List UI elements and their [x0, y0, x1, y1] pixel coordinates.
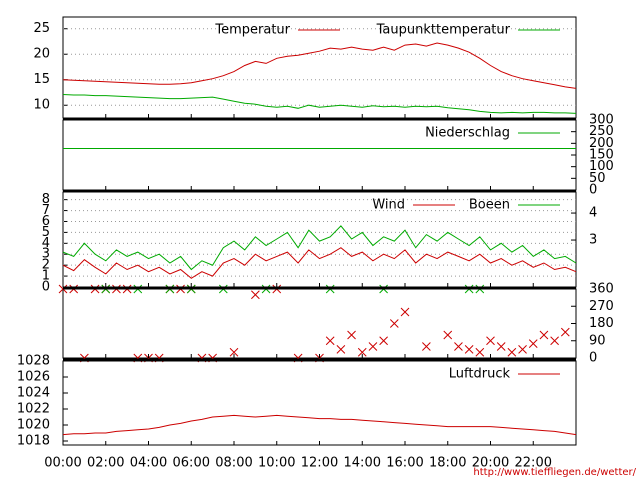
- direction-point: [357, 347, 367, 357]
- y-tick-label: 1: [42, 269, 50, 284]
- y-tick-label: 1022: [17, 402, 50, 417]
- y-tick-label: 20: [33, 47, 50, 62]
- y-tick-label: 3: [42, 247, 50, 262]
- y2-tick-label: 50: [589, 171, 606, 186]
- direction-point: [422, 342, 431, 351]
- direction-point: [486, 336, 495, 346]
- y-tick-label: 15: [33, 72, 50, 87]
- x-tick-label: 12:00: [301, 456, 338, 471]
- legend-label: Taupunkttemperatur: [376, 23, 511, 38]
- series-line: [62, 414, 577, 436]
- legend-label: Wind: [372, 198, 405, 213]
- direction-point: [560, 327, 570, 337]
- x-tick-label: 20:00: [472, 456, 509, 471]
- series-line: [62, 247, 577, 279]
- y-tick-label: 8: [42, 192, 50, 207]
- x-tick-label: 10:00: [258, 456, 295, 471]
- direction-point: [389, 319, 399, 328]
- y2-tick-label: 200: [589, 136, 614, 151]
- y-tick-label: 1026: [17, 370, 50, 385]
- direction-point: [496, 342, 506, 351]
- y2-tick-label: 150: [589, 148, 614, 163]
- y-tick-label: 25: [33, 21, 50, 36]
- series-line: [62, 94, 577, 114]
- direction-point: [336, 345, 346, 354]
- y-tick-label: 2: [42, 258, 50, 273]
- y2-tick-label: 90: [589, 333, 606, 348]
- x-tick-label: 06:00: [173, 456, 210, 471]
- source-link: http://www.tieffliegen.de/wetter/: [473, 467, 636, 478]
- legend-label: Luftdruck: [449, 367, 511, 382]
- y2-tick-label: 360: [589, 282, 614, 297]
- y-tick-label: 7: [42, 203, 50, 218]
- direction-point: [400, 307, 410, 317]
- direction-point: [379, 336, 388, 346]
- legend-label: Niederschlag: [425, 126, 510, 141]
- x-tick-label: 00:00: [44, 456, 81, 471]
- direction-point: [443, 330, 453, 340]
- y2-tick-label: 180: [589, 316, 614, 331]
- direction-point: [507, 347, 517, 357]
- panel-frame: [62, 288, 577, 359]
- y-tick-label: 1024: [17, 386, 50, 401]
- x-tick-label: 14:00: [344, 456, 381, 471]
- y2-tick-label: 0: [589, 351, 597, 366]
- y2-tick-label: 300: [589, 113, 614, 128]
- y-tick-label: 0: [42, 280, 50, 295]
- x-tick-label: 18:00: [429, 456, 466, 471]
- direction-point: [475, 347, 485, 357]
- direction-point: [528, 339, 538, 348]
- y-tick-label: 1018: [17, 434, 50, 449]
- y2-tick-label: 3: [589, 233, 597, 248]
- y-tick-label: 5: [42, 225, 50, 240]
- direction-point: [464, 345, 474, 354]
- direction-point: [454, 342, 463, 351]
- y-tick-label: 4: [42, 236, 50, 251]
- y-tick-label: 1020: [17, 418, 50, 433]
- y-tick-label: 1028: [17, 354, 50, 369]
- x-tick-label: 16:00: [386, 456, 423, 471]
- direction-point: [539, 330, 549, 340]
- x-tick-label: 04:00: [130, 456, 167, 471]
- y2-tick-label: 0: [589, 183, 597, 198]
- x-tick-label: 02:00: [87, 456, 124, 471]
- direction-point: [550, 336, 559, 346]
- y2-tick-label: 100: [589, 159, 614, 174]
- y2-tick-label: 4: [589, 206, 597, 221]
- series-line: [62, 42, 577, 89]
- direction-point: [368, 342, 378, 351]
- direction-point: [229, 347, 239, 357]
- legend-label: Boeen: [469, 198, 510, 213]
- y-tick-label: 6: [42, 214, 50, 229]
- x-tick-label: 08:00: [215, 456, 252, 471]
- y2-tick-label: 250: [589, 124, 614, 139]
- y-tick-label: 10: [33, 98, 50, 113]
- y2-tick-label: 270: [589, 299, 614, 314]
- direction-point: [325, 336, 335, 346]
- direction-point: [518, 345, 527, 354]
- x-tick-label: 22:00: [515, 456, 552, 471]
- series-line: [62, 225, 577, 271]
- legend-label: Temperatur: [214, 23, 290, 38]
- direction-point: [251, 290, 260, 300]
- direction-point: [347, 330, 356, 340]
